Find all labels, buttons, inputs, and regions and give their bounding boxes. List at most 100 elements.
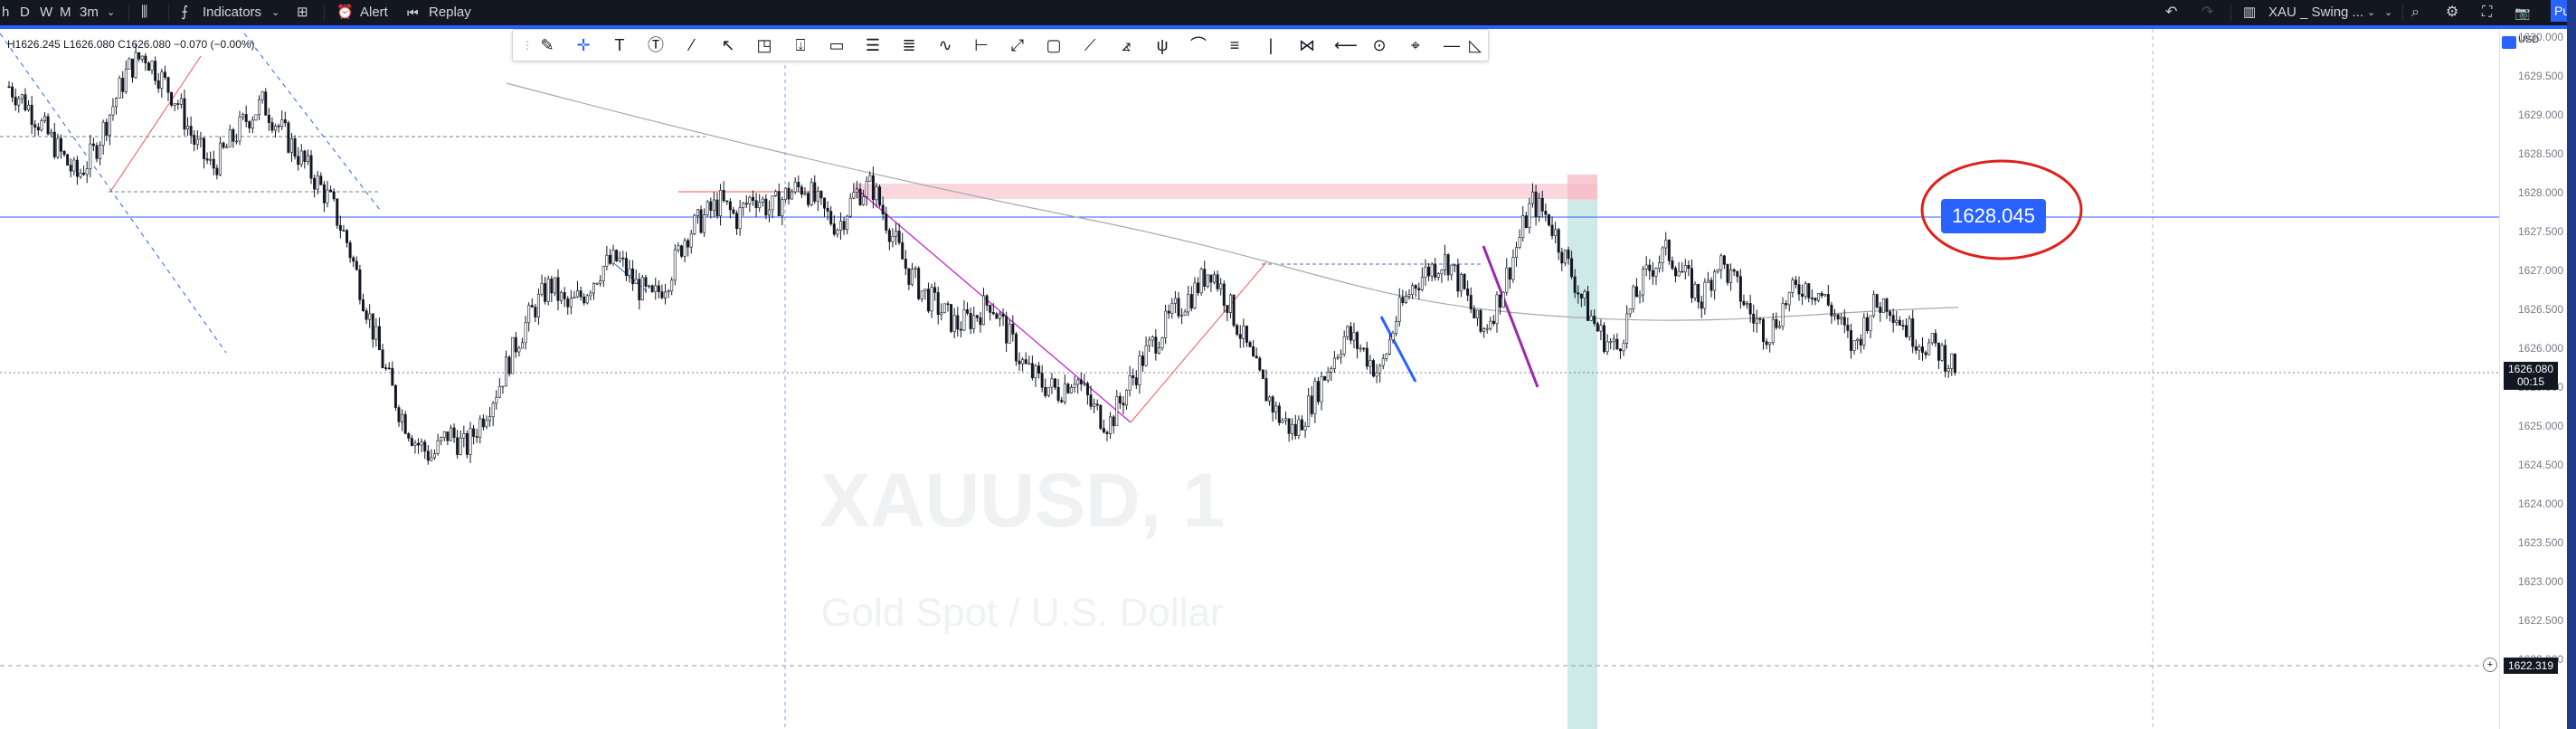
fib-retracement-icon[interactable]: ≡: [1229, 36, 1240, 54]
ray-icon[interactable]: ⤢: [1010, 36, 1025, 54]
short-position-icon[interactable]: ≣: [902, 36, 916, 54]
chart-pane[interactable]: XAUUSD, 1 Gold Spot / U.S. Dollar 1628.0…: [0, 29, 2499, 729]
indicators-icon[interactable]: ⨍: [181, 5, 189, 20]
ruler-icon[interactable]: ⟋: [1084, 36, 1096, 54]
rectangle-icon[interactable]: ▢: [1046, 36, 1062, 54]
candle-body: [1054, 378, 1057, 388]
candle-body: [1284, 418, 1288, 421]
trend-line-dashed[interactable]: [243, 33, 381, 211]
candle-body: [14, 97, 17, 106]
horizontal-line-icon[interactable]: —: [1444, 36, 1460, 54]
gann-icon[interactable]: ⌖: [1410, 36, 1421, 54]
candle-body: [1189, 294, 1193, 309]
anchored-text-icon[interactable]: Ⓣ: [648, 36, 664, 54]
vertical-line-icon[interactable]: |: [1268, 36, 1274, 54]
candle-body: [1785, 303, 1788, 306]
camera-icon[interactable]: 📷: [2514, 5, 2531, 20]
undo-icon[interactable]: ↶: [2165, 5, 2178, 20]
candle-body: [774, 191, 778, 196]
timeframe-3m[interactable]: 3m: [80, 5, 99, 20]
candle-body: [121, 78, 125, 92]
curve-icon[interactable]: ⌒: [1190, 36, 1207, 54]
fullscreen-icon[interactable]: ⛶: [2482, 5, 2493, 20]
chevron-down-icon[interactable]: ⌄: [2367, 7, 2376, 18]
auto-scale-icon[interactable]: [2502, 36, 2516, 49]
candle-body: [966, 309, 970, 314]
crosshair-icon[interactable]: ✛: [576, 36, 591, 54]
trend-line-icon[interactable]: ⁄: [690, 36, 694, 54]
templates-icon[interactable]: ⊞: [297, 5, 308, 20]
layout-name-button[interactable]: XAU _ Swing ...: [2268, 5, 2364, 20]
price-tick: 1622.500: [2518, 614, 2564, 627]
candle-body: [1755, 318, 1758, 324]
candle-body: [952, 315, 956, 332]
trend-line-dashed[interactable]: [0, 33, 227, 354]
chevron-down-icon[interactable]: ⌄: [271, 7, 280, 18]
search-icon[interactable]: ⌕: [2411, 5, 2420, 20]
candles[interactable]: [7, 43, 1956, 465]
candle-body: [1473, 308, 1476, 318]
alert-button[interactable]: Alert: [360, 5, 388, 20]
timeframe-m[interactable]: M: [60, 5, 71, 20]
candles-icon[interactable]: ⫼: [141, 5, 148, 20]
candle-body: [1034, 365, 1037, 379]
sell-zone[interactable]: [854, 184, 1597, 199]
redo-icon[interactable]: ↷: [2202, 5, 2214, 20]
drag-handle-icon[interactable]: ⋮: [522, 39, 533, 52]
trend-line-red[interactable]: [1130, 261, 1267, 423]
candle-body: [1160, 337, 1164, 349]
candle-body: [1719, 255, 1723, 270]
candle-body: [130, 58, 134, 78]
callout-icon[interactable]: ◳: [756, 36, 772, 54]
alert-icon[interactable]: ⏰: [336, 5, 354, 20]
trend-line-purple-bold[interactable]: [1482, 245, 1539, 388]
horizontal-ray-icon[interactable]: ⟵: [1334, 36, 1358, 54]
brush-icon[interactable]: ✎: [540, 36, 554, 54]
candle-body: [452, 427, 456, 439]
add-plus-icon[interactable]: +: [2483, 658, 2497, 672]
currency-label[interactable]: USD: [2518, 34, 2540, 45]
candle-body: [1001, 313, 1005, 317]
triangle-icon[interactable]: ◺: [1469, 36, 1482, 54]
buy-zone[interactable]: [1567, 200, 1597, 729]
path-icon[interactable]: ∿: [938, 36, 952, 54]
candle-body: [1612, 338, 1615, 343]
chevron-down-icon[interactable]: ⌄: [107, 7, 116, 18]
layout-icon[interactable]: ▥: [2243, 5, 2257, 20]
candle-body: [1287, 418, 1291, 434]
timeframe-d[interactable]: D: [20, 5, 30, 20]
price-label-box[interactable]: [1941, 199, 2046, 233]
candle-body: [1066, 383, 1070, 393]
pin-icon[interactable]: ⍗: [795, 36, 806, 54]
circle-icon[interactable]: ⊙: [1372, 36, 1387, 54]
date-range-icon[interactable]: ⊢: [974, 36, 989, 54]
chevron-down-icon[interactable]: ⌄: [2384, 7, 2393, 18]
sell-zone-box[interactable]: [1567, 175, 1597, 200]
timeframe-w[interactable]: W: [40, 5, 53, 20]
candle-body: [124, 69, 128, 92]
candle-body: [611, 250, 615, 264]
replay-icon[interactable]: ⏮: [407, 5, 419, 20]
text-icon[interactable]: T: [614, 36, 625, 54]
indicators-button[interactable]: Indicators: [203, 5, 262, 20]
candle-body: [1076, 379, 1080, 385]
price-scale[interactable]: USD 1630.000 1629.500 1629.000 1628.500 1628…: [2499, 29, 2576, 729]
candle-body: [527, 305, 531, 324]
pattern-icon[interactable]: ⋈: [1299, 36, 1315, 54]
fib-fan-icon[interactable]: ⦨: [1121, 36, 1132, 54]
gear-icon[interactable]: ⚙: [2446, 5, 2459, 20]
moving-average-line[interactable]: [506, 82, 1959, 321]
note-icon[interactable]: ▭: [829, 36, 845, 54]
candle-body: [1846, 325, 1850, 331]
candle-body: [7, 86, 11, 89]
circle-annotation[interactable]: [1920, 159, 2083, 260]
trend-line-red[interactable]: [109, 55, 202, 193]
pitchfork-icon[interactable]: ψ: [1156, 36, 1169, 54]
candle-body: [387, 367, 391, 370]
trend-line-blue-bold[interactable]: [1379, 316, 1417, 383]
replay-button[interactable]: Replay: [429, 5, 471, 20]
candle-body: [595, 282, 599, 285]
long-position-icon[interactable]: ☰: [865, 36, 881, 54]
timeframe-h[interactable]: h: [2, 5, 10, 20]
arrow-icon[interactable]: ↖: [721, 36, 735, 54]
